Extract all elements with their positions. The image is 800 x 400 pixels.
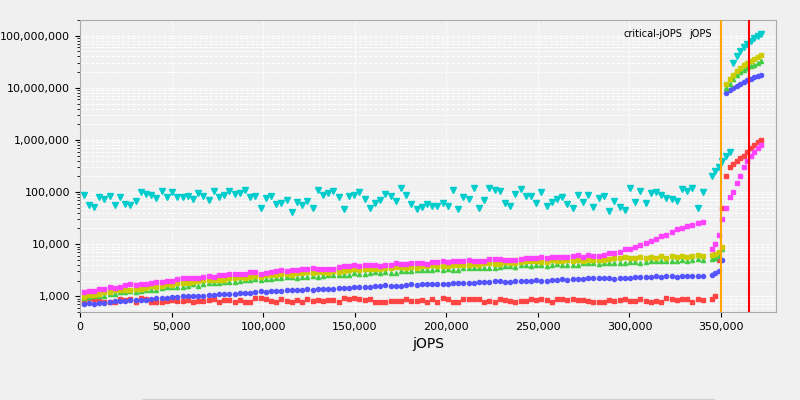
Text: critical-jOPS: critical-jOPS	[623, 29, 682, 39]
X-axis label: jOPS: jOPS	[412, 337, 444, 351]
Legend: min, median, 90-th percentile, 95-th percentile, 99-th percentile, max: min, median, 90-th percentile, 95-th per…	[141, 399, 715, 400]
Text: jOPS: jOPS	[689, 29, 711, 39]
